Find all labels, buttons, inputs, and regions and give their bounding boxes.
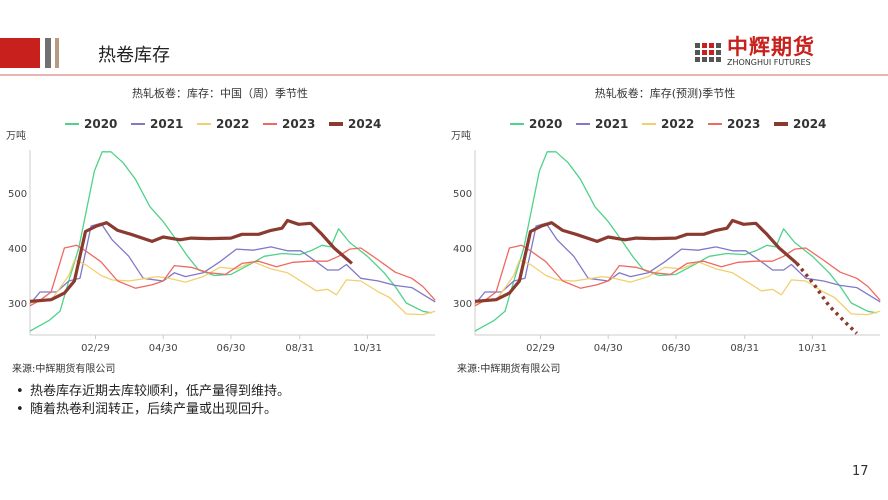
x-tick-label: 06/30	[661, 343, 690, 354]
x-tick-label: 06/30	[216, 343, 245, 354]
x-tick-label: 02/29	[526, 343, 555, 354]
header-accent-tan	[55, 38, 59, 68]
x-tick-label: 02/29	[81, 343, 110, 354]
y-tick-label: 300	[8, 299, 27, 310]
x-tick-label: 04/30	[149, 343, 178, 354]
x-tick-label: 04/30	[594, 343, 623, 354]
legend-label-2021: 2021	[150, 117, 183, 131]
y-tick-label: 300	[453, 299, 472, 310]
x-tick-label: 08/31	[730, 343, 759, 354]
legend-label-2020: 2020	[529, 117, 562, 131]
legend-label-2022: 2022	[216, 117, 249, 131]
series-line-2023	[474, 244, 881, 307]
legend-label-2024: 2024	[348, 117, 381, 131]
header-accent-red	[0, 38, 40, 68]
chart-title-right: 热轧板卷：库存(预测)季节性	[594, 87, 736, 100]
legend-label-2020: 2020	[84, 117, 117, 131]
series-line-2020	[474, 151, 877, 332]
inventory-forecast-chart: 2020 2021 2022 2023 2024 万吨 300 400 500 02/29 04/3…	[451, 117, 881, 354]
y-tick-label: 500	[453, 189, 472, 200]
header-divider	[0, 74, 888, 76]
logo-name-en: ZHONGHUI FUTURES	[727, 58, 811, 67]
chart-title-left: 热轧板卷：库存：中国（周）季节性	[132, 87, 308, 100]
series-line-2024	[474, 218, 798, 303]
legend-label-2022: 2022	[661, 117, 694, 131]
y-tick-label: 500	[8, 189, 27, 200]
legend-label-2021: 2021	[595, 117, 628, 131]
legend-label-2023: 2023	[282, 117, 315, 131]
logo-name-cn: 中辉期货	[727, 35, 815, 59]
x-tick-label: 08/31	[285, 343, 314, 354]
series-line-2024	[29, 218, 353, 303]
legend-label-2024: 2024	[793, 117, 826, 131]
page-number: 17	[852, 464, 869, 479]
x-tick-label: 10/31	[353, 343, 382, 354]
y-axis-unit: 万吨	[451, 129, 471, 142]
inventory-seasonal-chart: 2020 2021 2022 2023 2024 万吨 300 400 500 02/29 04/3…	[6, 117, 436, 354]
series-line-2020	[29, 151, 432, 332]
bullet-list: 热卷库存近期去库较顺利，低产量得到维持。 随着热卷利润转正，后续产量或出现回升。	[14, 383, 290, 419]
y-tick-label: 400	[453, 244, 472, 255]
source-note-right: 来源:中辉期货有限公司	[457, 364, 561, 375]
company-logo: 中辉期货 ZHONGHUI FUTURES	[695, 36, 815, 68]
y-axis-unit: 万吨	[6, 129, 26, 142]
series-line-2023	[29, 244, 436, 307]
series-line-2021	[474, 222, 881, 305]
series-line-2022	[29, 259, 436, 316]
series-line-2021	[29, 222, 436, 305]
source-note-left: 来源:中辉期货有限公司	[12, 364, 116, 375]
header-accent-gray	[45, 38, 51, 68]
page-title: 热卷库存	[98, 45, 170, 66]
logo-grid-icon	[695, 42, 721, 62]
legend-label-2023: 2023	[727, 117, 760, 131]
bullet-item: 热卷库存近期去库较顺利，低产量得到维持。	[14, 383, 290, 401]
bullet-item: 随着热卷利润转正，后续产量或出现回升。	[14, 401, 290, 419]
series-line-2022	[474, 259, 881, 316]
y-tick-label: 400	[8, 244, 27, 255]
x-tick-label: 10/31	[798, 343, 827, 354]
